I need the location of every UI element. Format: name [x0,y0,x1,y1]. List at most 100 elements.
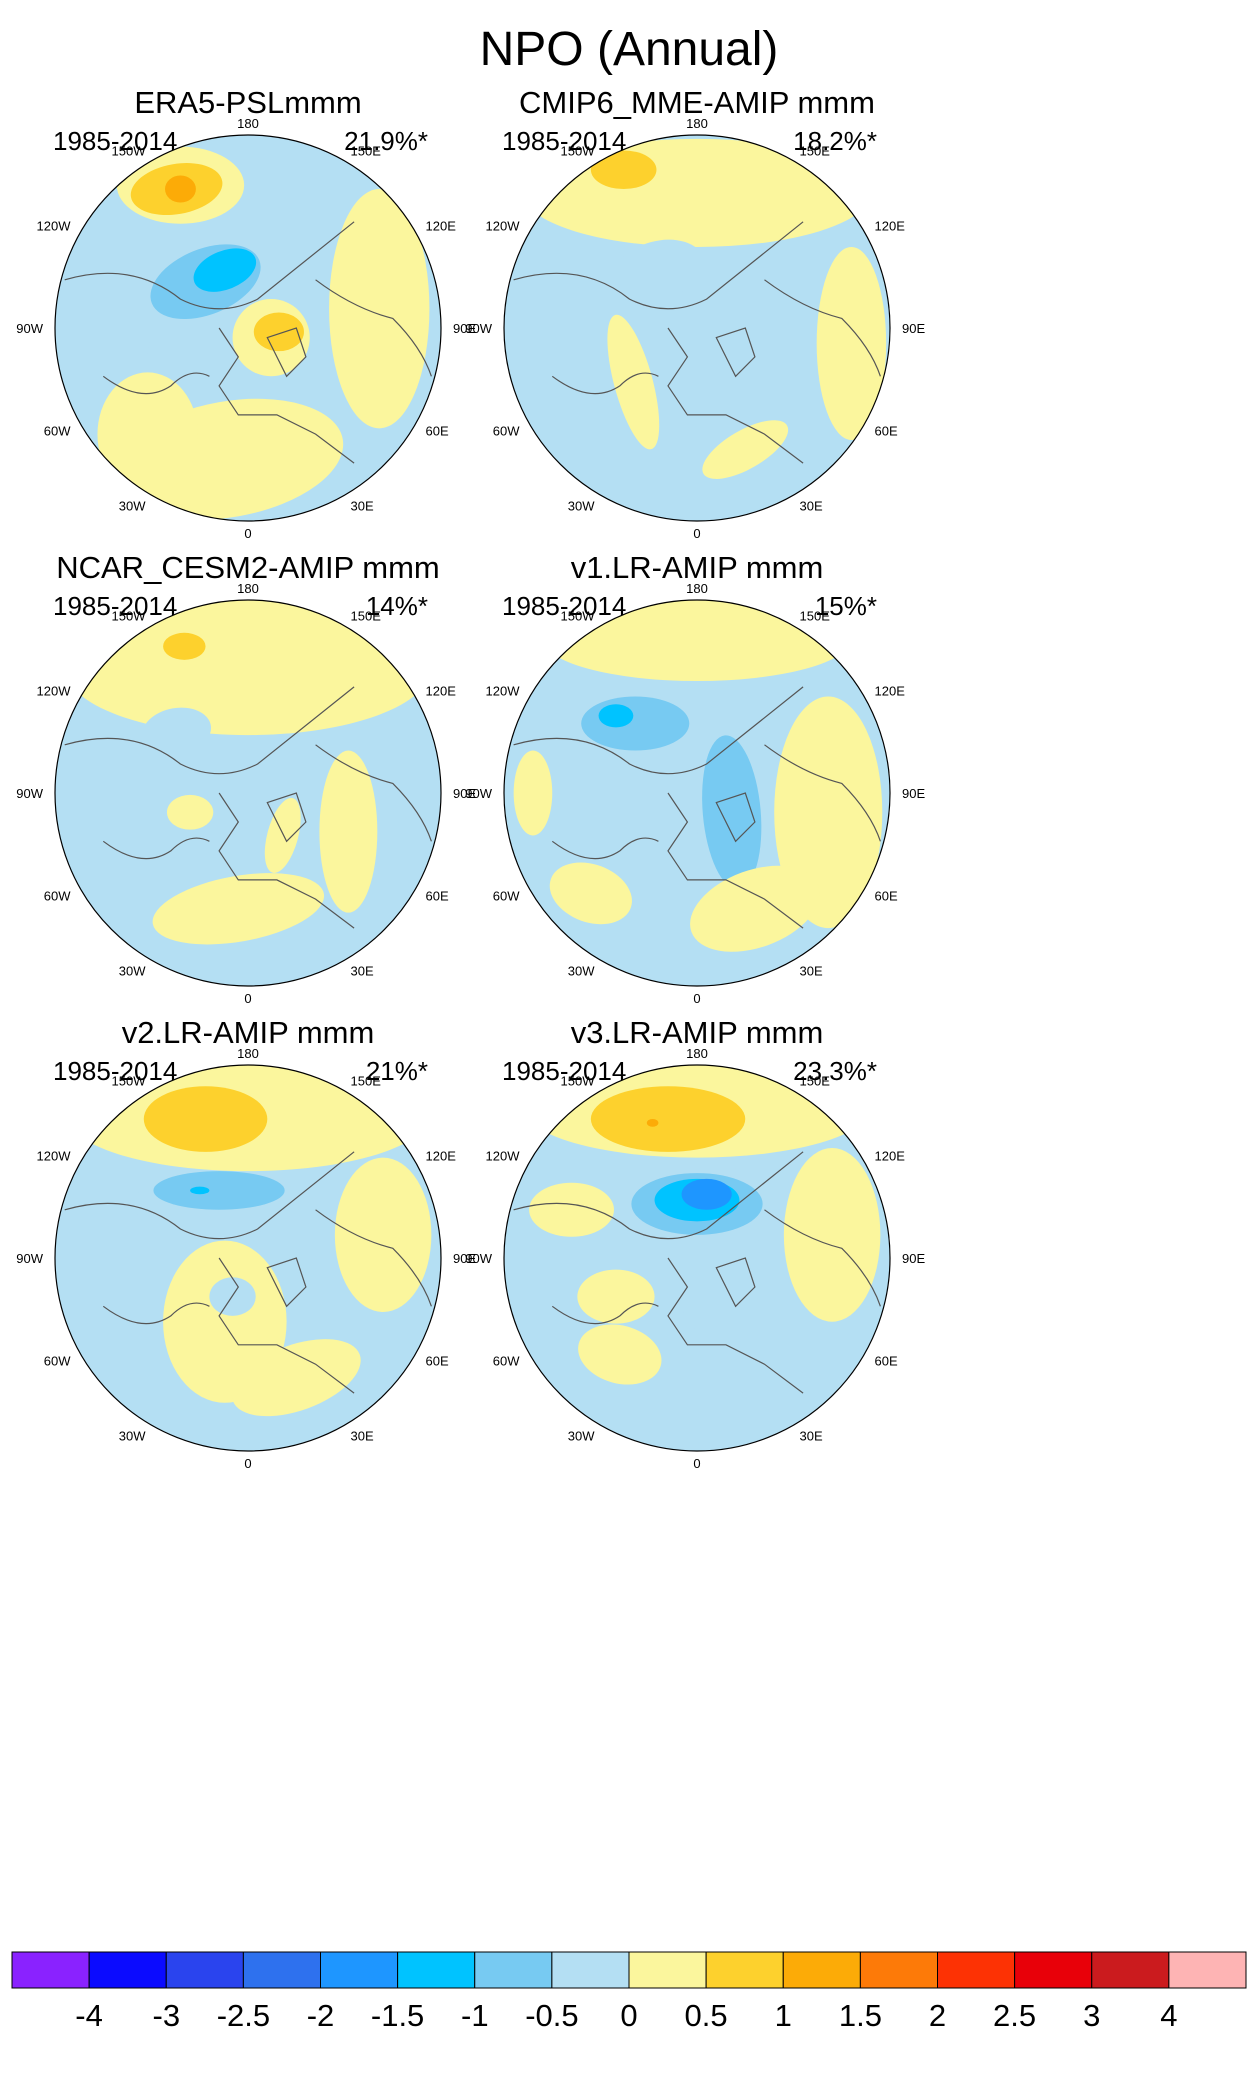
lon-label: 150E [351,609,382,624]
coastline [715,327,756,378]
lon-label: 90E [902,786,925,801]
contour-region [529,1182,615,1237]
map-boundary [54,599,442,987]
contour-region [153,1171,285,1210]
colorbar-swatch [859,1951,938,1989]
lon-label: 90W [465,1251,492,1266]
lon-label: 120E [875,219,906,234]
map-panel-era5: ERA5-PSLmmm 1985-2014 21.9%* 180 150E 120E 90E… [16,85,476,541]
coastline [266,1257,307,1308]
lon-label: 150E [351,1074,382,1089]
lon-label: 90E [453,786,476,801]
colorbar-swatch [11,1951,90,1989]
lon-label: 120W [486,1149,521,1164]
panel-variance: 21.9%* [344,126,428,156]
map-panel-v3: v3.LR-AMIP mmm 1985-2014 23.3%* 180 150E 120E… [465,1015,925,1471]
lon-label: 120E [426,219,457,234]
lon-label: 30E [800,964,823,979]
colorbar-tick-label: -2.5 [217,1998,270,2033]
contour-field [504,135,890,521]
panel-variance: 15%* [815,591,877,621]
lon-label: 150W [561,1074,596,1089]
lon-label: 120W [486,219,521,234]
lon-label: 150E [800,609,831,624]
colorbar-tick-label: -1.5 [371,1998,424,2033]
contour-region [702,420,789,479]
map-panel-cmip6: CMIP6_MME-AMIP mmm 1985-2014 18.2%* 180 150E… [465,85,925,541]
coastline [102,837,210,860]
panel-period: 1985-2014 [502,1056,626,1086]
coastline [64,1151,355,1240]
coastline [764,744,881,842]
lon-label: 150W [112,1074,147,1089]
map-panel-cesm2: NCAR_CESM2-AMIP mmm 1985-2014 14%* 180 150E 1… [16,550,476,1006]
lon-label: 60E [875,1354,898,1369]
lon-label: 60E [875,424,898,439]
contour-region [613,239,704,301]
panel-variance: 23.3%* [793,1056,877,1086]
colorbar-swatch [88,1951,167,1989]
contour-region [329,189,430,429]
coastline [551,372,659,395]
lon-label: 30E [351,1429,374,1444]
colorbar-swatch [1014,1951,1093,1989]
colorbar-swatch [705,1951,784,1989]
colorbar: -4 -3 -2.5 -2 -1.5 -1 -0.5 0 0.5 1 1.5 2 2.5 3 4 [11,1951,1247,2033]
lon-label: 120W [37,684,72,699]
contour-region [142,707,212,755]
coastline [715,1257,756,1308]
lon-label: 60W [44,1354,71,1369]
lon-label: 60W [493,424,520,439]
contour-field [55,135,441,521]
colorbar-tick-label: 1 [775,1998,792,2033]
lon-label: 90E [902,321,925,336]
contour-region [607,314,660,450]
lon-label: 150E [351,144,382,159]
panel-title: ERA5-PSLmmm [134,85,361,120]
contour-region [816,246,887,440]
colorbar-swatch [1091,1951,1170,1989]
lon-label: 60W [493,889,520,904]
lon-label: 60E [426,1354,449,1369]
coastline [513,1151,804,1240]
colorbar-tick-label: -2 [307,1998,335,2033]
colorbar-tick-label: -3 [153,1998,181,2033]
contour-field [55,1065,441,1451]
colorbar-tick-label: -4 [75,1998,103,2033]
lon-label: 30W [119,1429,146,1444]
colorbar-tick-label: 2.5 [993,1998,1036,2033]
lon-label: 120E [875,1149,906,1164]
panel-title: v2.LR-AMIP mmm [122,1015,375,1050]
contour-region [590,1086,746,1152]
map-boundary [503,599,891,987]
lon-label: 120W [486,684,521,699]
colorbar-tick-label: 1.5 [839,1998,882,2033]
lon-label: 180 [237,116,259,131]
map-boundary [54,1064,442,1452]
contour-field [504,600,890,986]
panel-period: 1985-2014 [502,126,626,156]
contour-region [152,873,325,945]
lon-label: 90W [16,321,43,336]
colorbar-tick-label: 0 [620,1998,637,2033]
lon-label: 180 [237,581,259,596]
coastline [315,744,432,842]
coastline [715,792,756,843]
contour-region [581,696,690,751]
lon-label: 90E [453,321,476,336]
lon-label: 0 [693,1456,700,1471]
contour-region [165,175,196,203]
lon-label: 0 [693,991,700,1006]
contour-region [549,862,632,925]
lon-label: 30W [119,499,146,514]
lon-label: 0 [244,526,251,541]
lon-label: 30E [800,499,823,514]
map-boundary [503,1064,891,1452]
map-boundary [54,134,442,522]
contour-region [231,1339,361,1417]
lon-label: 30E [351,964,374,979]
panel-period: 1985-2014 [53,126,177,156]
figure-title: NPO (Annual) [479,23,779,76]
map-boundary [503,134,891,522]
